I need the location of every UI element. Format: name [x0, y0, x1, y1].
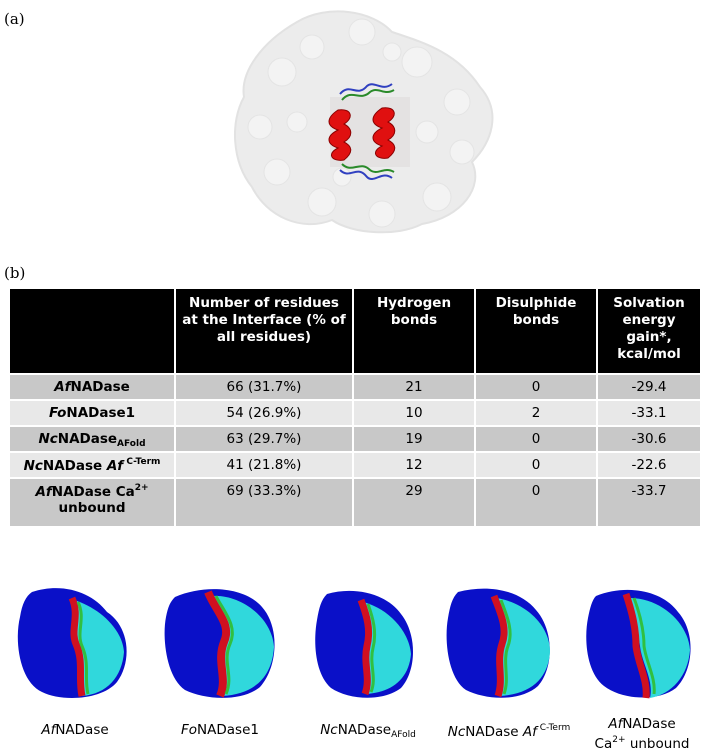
header-solvation-energy: Solvation energy gain*, kcal/mol — [598, 289, 700, 373]
row-name: FoNADase1 — [10, 399, 176, 425]
name-italic: Nc — [38, 431, 58, 447]
cell-solvation: -29.4 — [598, 373, 700, 399]
name-line2: unbound — [58, 500, 126, 516]
header-hydrogen-bonds: Hydrogen bonds — [354, 289, 476, 373]
cell-disulphide: 0 — [476, 425, 598, 451]
interface-table: Number of residues at the Interface (% o… — [10, 289, 700, 526]
caption-rest: NADase — [465, 724, 523, 740]
cell-residues: 69 (33.3%) — [176, 477, 354, 526]
panel-label-a: (a) — [4, 10, 25, 28]
cell-solvation: -30.6 — [598, 425, 700, 451]
header-name — [10, 289, 176, 373]
caption-line2-sup: 2+ — [612, 735, 626, 745]
caption-ncnadase-af-cterm: NcNADase Af C-Term — [440, 720, 578, 740]
caption-afnadase-ca-unbound: AfNADase Ca2+ unbound — [580, 716, 704, 752]
caption-italic-2: Af — [522, 724, 537, 740]
name-italic: Af — [54, 379, 71, 395]
name-rest: NADase — [70, 379, 130, 395]
caption-italic: Nc — [447, 724, 466, 740]
cell-disulphide: 0 — [476, 373, 598, 399]
caption-italic: Fo — [181, 722, 198, 738]
caption-italic: Af — [41, 722, 56, 738]
header-residues: Number of residues at the Interface (% o… — [176, 289, 354, 373]
name-rest: NADase — [57, 431, 118, 447]
caption-line2-rest: unbound — [625, 736, 690, 752]
caption-rest: NADase — [337, 722, 392, 738]
name-italic: Nc — [23, 458, 43, 474]
caption-rest: NADase — [55, 722, 109, 738]
caption-rest: NADase — [622, 716, 676, 732]
cell-disulphide: 0 — [476, 477, 598, 526]
molecule-ncnadase-af-cterm — [446, 588, 550, 698]
table-header-row: Number of residues at the Interface (% o… — [10, 289, 700, 373]
table-row: FoNADase1 54 (26.9%) 10 2 -33.1 — [10, 399, 700, 425]
name-rest: NADase1 — [66, 405, 136, 421]
caption-fonadase1: FoNADase1 — [155, 722, 285, 738]
table-row: AfNADase 66 (31.7%) 21 0 -29.4 — [10, 373, 700, 399]
protein-surface-structure — [234, 10, 494, 234]
cell-hbonds: 29 — [354, 477, 476, 526]
cell-solvation: -33.7 — [598, 477, 700, 526]
row-name: NcNADaseAFold — [10, 425, 176, 451]
helices — [328, 107, 396, 161]
table-row: NcNADase Af C-Term 41 (21.8%) 12 0 -22.6 — [10, 451, 700, 477]
name-subscript: AFold — [117, 439, 146, 449]
header-disulphide-bonds: Disulphide bonds — [476, 289, 598, 373]
name-italic: Af — [35, 484, 52, 500]
molecule-afnadase-ca-unbound — [586, 589, 691, 699]
molecule-ncnadase-afold — [315, 590, 413, 698]
caption-italic: Af — [608, 716, 623, 732]
cell-residues: 41 (21.8%) — [176, 451, 354, 477]
cell-residues: 54 (26.9%) — [176, 399, 354, 425]
name-superscript: C-Term — [123, 457, 161, 467]
cell-solvation: -33.1 — [598, 399, 700, 425]
caption-subscript: AFold — [391, 730, 416, 740]
panel-label-b: (b) — [4, 264, 26, 282]
molecule-afnadase — [17, 588, 127, 698]
cell-hbonds: 21 — [354, 373, 476, 399]
name-rest: NADase Ca — [51, 484, 135, 500]
row-name: AfNADase — [10, 373, 176, 399]
row-name: AfNADase Ca2+ unbound — [10, 477, 176, 526]
cell-residues: 63 (29.7%) — [176, 425, 354, 451]
cell-hbonds: 12 — [354, 451, 476, 477]
table-row: NcNADaseAFold 63 (29.7%) 19 0 -30.6 — [10, 425, 700, 451]
caption-superscript: C-Term — [536, 723, 571, 733]
molecule-fonadase1 — [164, 589, 275, 698]
cell-residues: 66 (31.7%) — [176, 373, 354, 399]
cell-solvation: -22.6 — [598, 451, 700, 477]
name-italic: Fo — [48, 405, 67, 421]
caption-line2: Ca — [594, 736, 613, 752]
cell-disulphide: 2 — [476, 399, 598, 425]
cell-disulphide: 0 — [476, 451, 598, 477]
row-name: NcNADase Af C-Term — [10, 451, 176, 477]
table-row: AfNADase Ca2+ unbound 69 (33.3%) 29 0 -33… — [10, 477, 700, 526]
loop-strands — [339, 83, 395, 180]
caption-italic: Nc — [320, 722, 338, 738]
cell-hbonds: 10 — [354, 399, 476, 425]
cell-hbonds: 19 — [354, 425, 476, 451]
name-italic-2: Af — [106, 458, 124, 474]
caption-afnadase: AfNADase — [10, 722, 140, 738]
caption-rest: NADase1 — [197, 722, 259, 738]
name-superscript: 2+ — [134, 483, 149, 493]
name-rest: NADase — [42, 458, 107, 474]
caption-ncnadase-afold: NcNADaseAFold — [298, 722, 438, 743]
